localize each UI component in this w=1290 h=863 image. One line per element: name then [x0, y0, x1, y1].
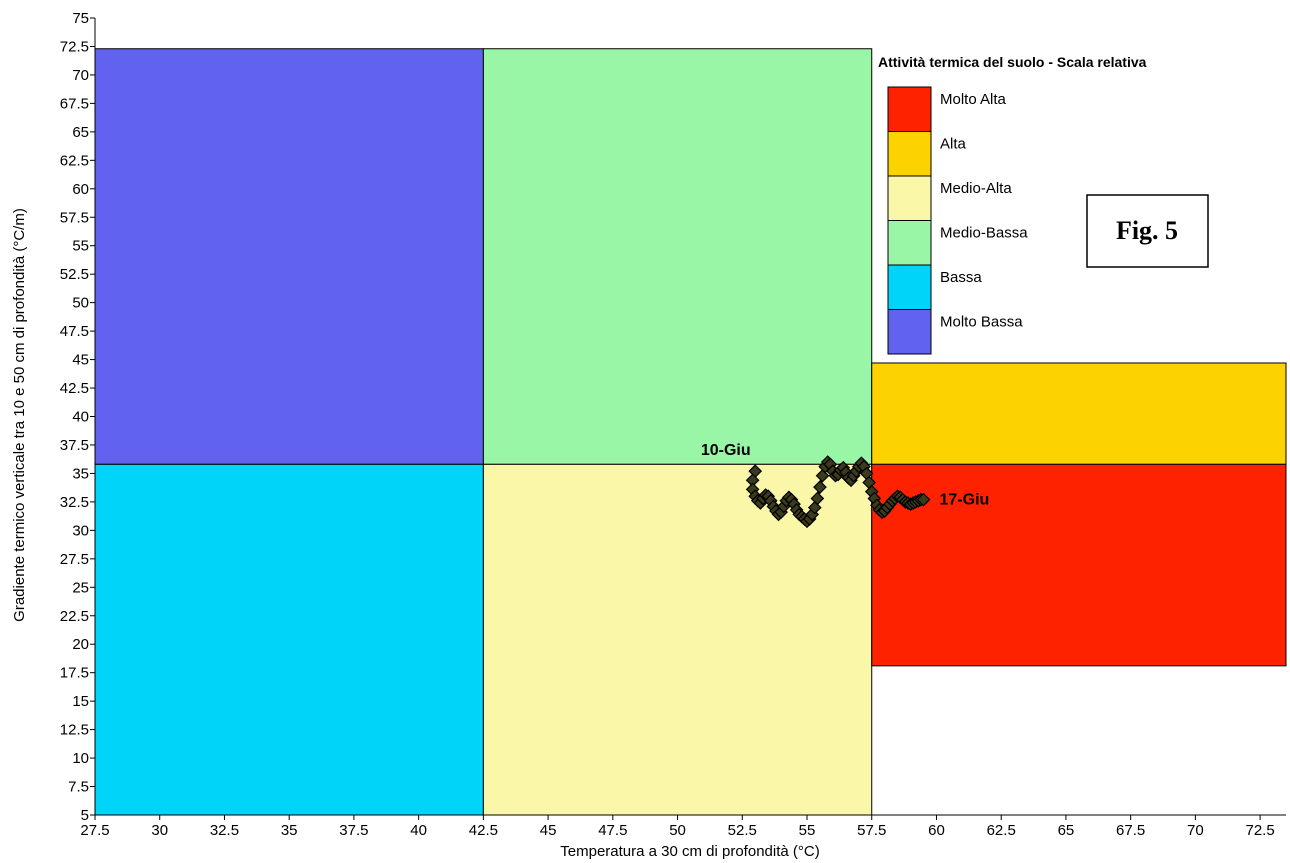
y-tick-label: 50 — [72, 295, 89, 312]
legend-label: Molto Bassa — [940, 314, 1023, 331]
data-series — [745, 455, 931, 529]
x-tick-label: 55 — [799, 822, 816, 839]
activity-regions — [94, 48, 1287, 816]
x-axis-title: Temperatura a 30 cm di profondità (°C) — [560, 843, 819, 860]
x-tick-label: 65 — [1058, 822, 1075, 839]
legend-swatch — [887, 220, 932, 266]
y-tick-label: 52.5 — [60, 266, 89, 283]
y-tick-label: 5 — [81, 807, 89, 824]
y-tick-label: 37.5 — [60, 437, 89, 454]
region-molto-bassa — [94, 48, 484, 465]
region-medio-bassa — [482, 48, 873, 465]
figure-label-box: Fig. 5 — [1086, 194, 1209, 268]
figure-label: Fig. 5 — [1116, 216, 1178, 245]
x-tick-label: 35 — [281, 822, 298, 839]
legend-swatch — [887, 175, 932, 221]
x-tick-label: 60 — [928, 822, 945, 839]
y-tick-label: 30 — [72, 522, 89, 539]
region-bassa — [94, 463, 484, 816]
x-tick-label: 32.5 — [210, 822, 239, 839]
y-axis-title: Gradiente termico verticale tra 10 e 50 … — [11, 208, 28, 622]
region-alta — [871, 362, 1287, 465]
y-tick-label: 75 — [72, 10, 89, 27]
x-tick-label: 52.5 — [728, 822, 757, 839]
x-tick-label: 30 — [151, 822, 168, 839]
y-tick-label: 40 — [72, 409, 89, 426]
y-tick-label: 35 — [72, 465, 89, 482]
y-tick-label: 62.5 — [60, 152, 89, 169]
data-point — [813, 480, 827, 494]
legend-label: Medio-Alta — [940, 180, 1012, 197]
y-tick-label: 72.5 — [60, 38, 89, 55]
data-point — [916, 492, 931, 507]
y-tick-label: 17.5 — [60, 665, 89, 682]
y-tick-label: 65 — [72, 124, 89, 141]
y-tick-label: 55 — [72, 238, 89, 255]
x-tick-label: 67.5 — [1116, 822, 1145, 839]
y-tick-label: 67.5 — [60, 95, 89, 112]
legend-label: Bassa — [940, 269, 982, 286]
y-tick-label: 57.5 — [60, 209, 89, 226]
x-tick-label: 50 — [669, 822, 686, 839]
y-tick-label: 32.5 — [60, 494, 89, 511]
legend-swatch — [887, 264, 932, 310]
y-tick-label: 25 — [72, 579, 89, 596]
legend-title: Attività termica del suolo - Scala relat… — [878, 54, 1147, 70]
x-tick-label: 70 — [1187, 822, 1204, 839]
legend-label: Medio-Bassa — [940, 225, 1028, 242]
y-tick-label: 60 — [72, 181, 89, 198]
x-tick-label: 40 — [410, 822, 427, 839]
y-tick-label: 12.5 — [60, 722, 89, 739]
x-tick-label: 62.5 — [987, 822, 1016, 839]
y-tick-label: 70 — [72, 67, 89, 84]
x-tick-label: 45 — [540, 822, 557, 839]
data-point — [810, 491, 825, 506]
x-tick-label: 72.5 — [1246, 822, 1275, 839]
legend-swatch — [887, 309, 932, 355]
x-ticks: 27.5 30 32.5 35 37.5 40 42.5 45 47.5 50 52.5 55 57.5… — [80, 815, 1275, 839]
y-tick-label: 42.5 — [60, 380, 89, 397]
annotation-label: 17-Giu — [940, 492, 990, 509]
y-tick-label: 45 — [72, 352, 89, 369]
legend-swatch — [887, 131, 932, 177]
y-tick-label: 22.5 — [60, 608, 89, 625]
x-tick-label: 42.5 — [469, 822, 498, 839]
x-tick-label: 27.5 — [80, 822, 109, 839]
legend-label: Alta — [940, 136, 967, 153]
legend-label: Molto Alta — [940, 91, 1007, 108]
y-tick-label: 47.5 — [60, 323, 89, 340]
region-molto-alta — [871, 463, 1287, 667]
x-tick-label: 37.5 — [339, 822, 368, 839]
annotation-label: 10-Giu — [701, 442, 751, 459]
y-tick-label: 7.5 — [68, 779, 89, 796]
legend-swatch — [887, 86, 932, 132]
x-tick-label: 47.5 — [598, 822, 627, 839]
y-tick-label: 20 — [72, 636, 89, 653]
y-tick-label: 10 — [72, 750, 89, 767]
y-ticks: 57.51012.51517.52022.52527.53032.53537.5… — [60, 10, 95, 824]
y-tick-label: 15 — [72, 693, 89, 710]
x-tick-label: 57.5 — [857, 822, 886, 839]
legend: Attività termica del suolo - Scala relat… — [878, 54, 1147, 355]
annotations: 10-Giu 17-Giu — [701, 442, 989, 508]
y-tick-label: 27.5 — [60, 551, 89, 568]
